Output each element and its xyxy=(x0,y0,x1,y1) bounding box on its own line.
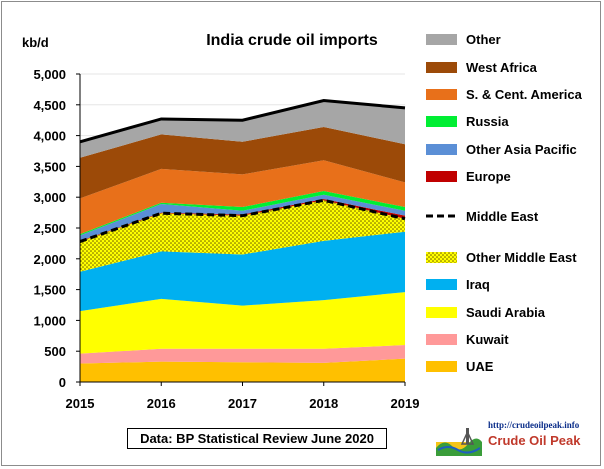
legend-label: Other xyxy=(466,32,501,47)
area-other xyxy=(80,100,405,158)
legend-label: Other Middle East xyxy=(466,250,577,265)
legend-swatch xyxy=(426,334,457,345)
area-iraq xyxy=(80,231,405,312)
y-tick-label: 4,000 xyxy=(33,129,66,144)
legend-label: Other Asia Pacific xyxy=(466,142,577,157)
crude-oil-peak-logo[interactable]: http://crudeoilpeak.info Crude Oil Peak xyxy=(436,420,596,460)
y-tick-label: 4,500 xyxy=(33,98,66,113)
legend-swatch xyxy=(426,34,457,45)
area-west-africa xyxy=(80,126,405,199)
legend-item-saudi-arabia: Saudi Arabia xyxy=(426,305,546,320)
legend-item-europe: Europe xyxy=(426,169,511,184)
legend-item-other-middle-east: Other Middle East xyxy=(426,250,577,265)
x-tick-label: 2016 xyxy=(147,396,176,411)
legend-label: Russia xyxy=(466,114,509,129)
y-tick-label: 3,000 xyxy=(33,190,66,205)
legend-label: Europe xyxy=(466,169,511,184)
y-tick-label: 2,500 xyxy=(33,221,66,236)
area-other-asia-pacific xyxy=(80,194,405,241)
x-tick-label: 2019 xyxy=(391,396,420,411)
legend-item-uae: UAE xyxy=(426,359,494,374)
area-s-cent-america xyxy=(80,160,405,235)
source-note: Data: BP Statistical Review June 2020 xyxy=(127,428,387,449)
legend-swatch xyxy=(426,307,457,318)
legend-item-other-asia-pacific: Other Asia Pacific xyxy=(426,142,577,157)
y-tick-label: 500 xyxy=(44,344,66,359)
legend-label: Iraq xyxy=(466,277,490,292)
legend-label: West Africa xyxy=(466,60,538,75)
y-axis-label: kb/d xyxy=(22,35,49,50)
legend-swatch xyxy=(426,171,457,182)
legend-item-other: Other xyxy=(426,32,501,47)
legend-swatch xyxy=(426,279,457,290)
y-tick-label: 3,500 xyxy=(33,159,66,174)
legend-label: S. & Cent. America xyxy=(466,87,583,102)
legend-item-iraq: Iraq xyxy=(426,277,490,292)
legend-swatch xyxy=(426,144,457,155)
logo-name: Crude Oil Peak xyxy=(488,433,581,448)
tick-labels-group: 0 500 1,000 1,500 2,000 2,500 3,000 3,500 4,000 4… xyxy=(33,67,419,411)
axes-group xyxy=(76,73,406,386)
line-series-group xyxy=(79,98,406,243)
legend-label: UAE xyxy=(466,359,494,374)
legend: Other West Africa S. & Cent. America Russia… xyxy=(426,32,583,374)
legend-swatch xyxy=(426,116,457,127)
area-kuwait xyxy=(80,345,405,364)
line-middle-east xyxy=(79,198,406,243)
area-series-group xyxy=(80,100,405,382)
legend-label: Saudi Arabia xyxy=(466,305,546,320)
y-tick-label: 1,000 xyxy=(33,313,66,328)
legend-item-west-africa: West Africa xyxy=(426,60,538,75)
x-tick-label: 2015 xyxy=(66,396,95,411)
legend-swatch xyxy=(426,252,457,263)
legend-swatch xyxy=(426,62,457,73)
area-uae xyxy=(80,358,405,382)
legend-swatch xyxy=(426,89,457,100)
x-tick-label: 2018 xyxy=(309,396,338,411)
legend-item-russia: Russia xyxy=(426,114,509,129)
line-total xyxy=(79,98,406,144)
y-tick-label: 2,000 xyxy=(33,252,66,267)
logo-url: http://crudeoilpeak.info xyxy=(488,420,580,430)
legend-label: Kuwait xyxy=(466,332,509,347)
legend-item-kuwait: Kuwait xyxy=(426,332,509,347)
y-tick-label: 0 xyxy=(59,375,66,390)
chart-title: India crude oil imports xyxy=(206,32,378,49)
area-other-middle-east xyxy=(80,200,405,272)
logo-oil-well-icon xyxy=(436,428,482,456)
legend-item-s-cent-america: S. & Cent. America xyxy=(426,87,583,102)
y-tick-label: 5,000 xyxy=(33,67,66,82)
legend-swatch xyxy=(426,361,457,372)
legend-item-middle-east: Middle East xyxy=(426,209,539,224)
area-saudi-arabia xyxy=(80,292,405,354)
legend-label: Middle East xyxy=(466,209,539,224)
y-tick-label: 1,500 xyxy=(33,283,66,298)
x-tick-label: 2017 xyxy=(228,396,257,411)
